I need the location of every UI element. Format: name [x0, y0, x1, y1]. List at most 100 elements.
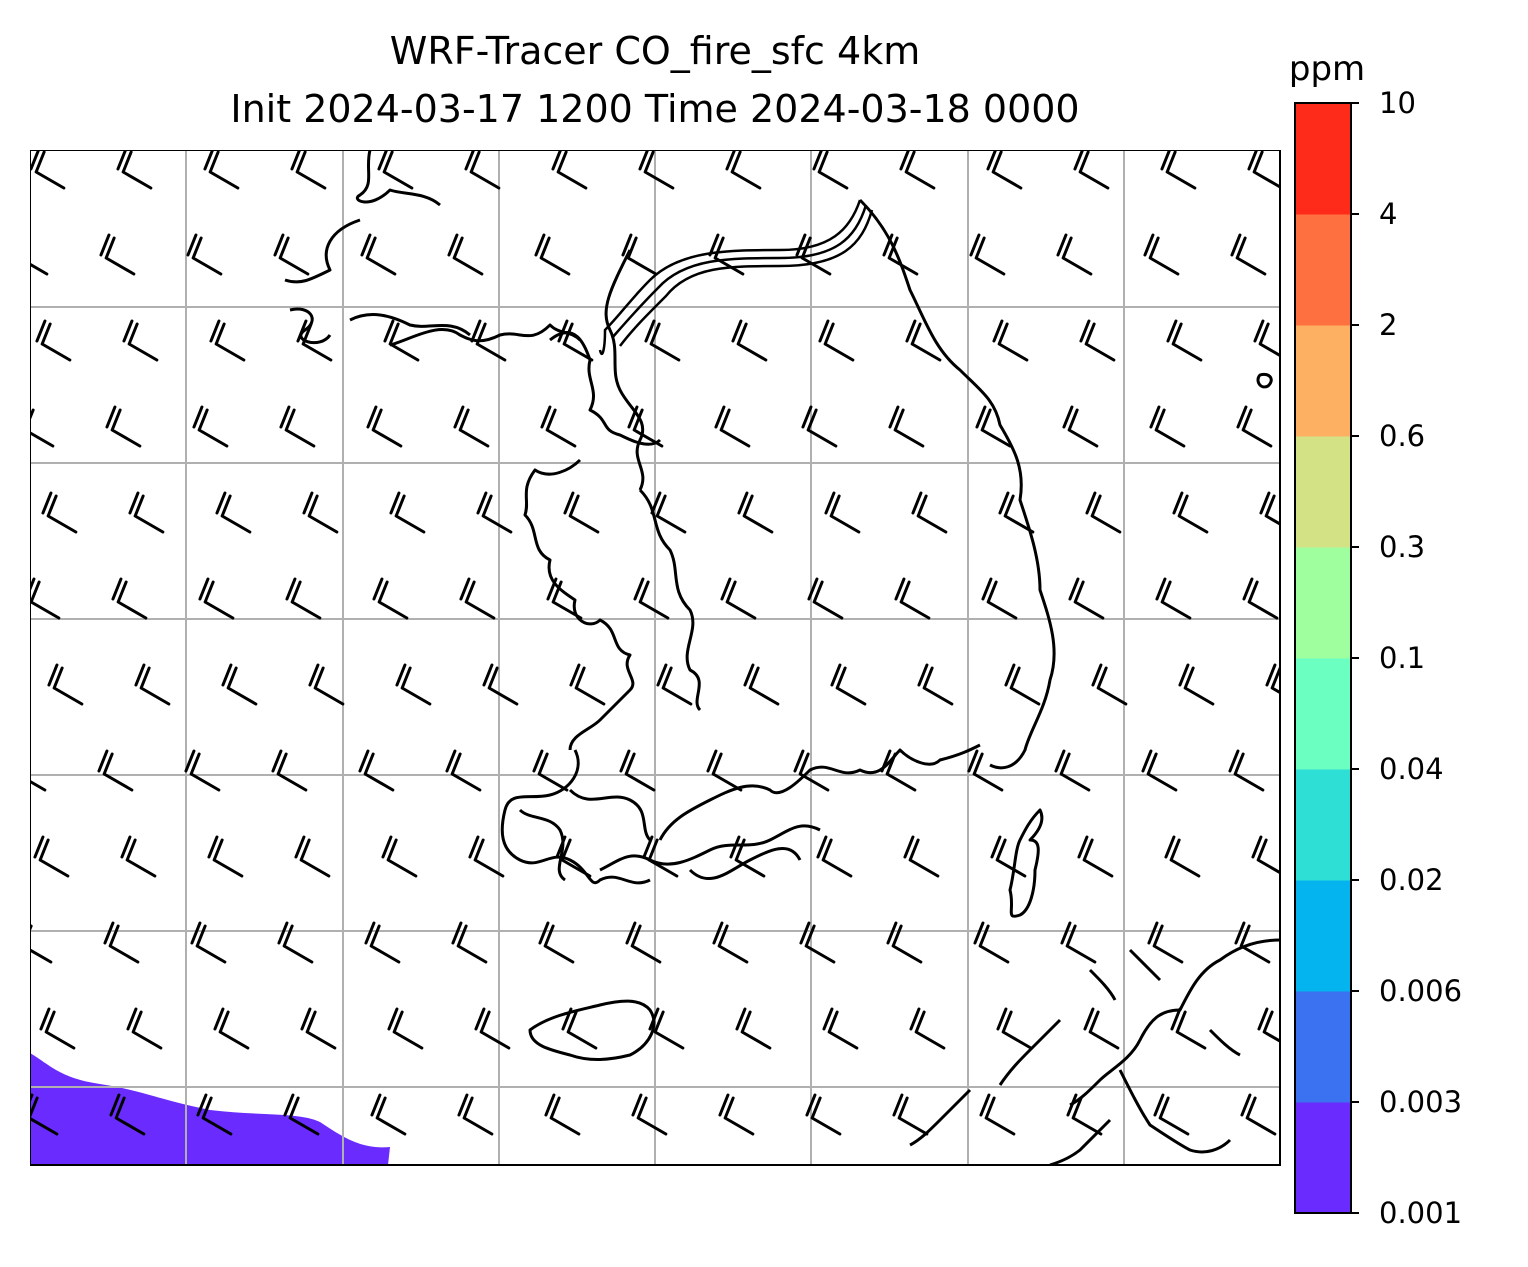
wind-barb	[198, 577, 235, 620]
wind-barb	[296, 319, 333, 362]
wind-barb	[712, 921, 749, 964]
wind-barb	[880, 749, 917, 792]
wind-barb	[633, 577, 670, 620]
wind-barb	[551, 150, 588, 190]
colorbar-tick-label: 4	[1379, 197, 1397, 231]
wind-barb	[1228, 749, 1265, 792]
wind-barb	[366, 405, 403, 448]
wind-barb	[459, 577, 496, 620]
map-title-line-1: WRF-Tracer CO_fire_sfc 4km	[389, 29, 921, 73]
wind-barb	[370, 1093, 407, 1136]
wind-barb	[30, 924, 53, 964]
wind-barb	[358, 749, 395, 792]
colorbar-bin	[1295, 547, 1351, 659]
wind-barb	[207, 835, 244, 878]
wind-barb	[103, 921, 140, 964]
wind-barb	[35, 319, 72, 362]
wind-barb	[389, 491, 426, 534]
wind-barb	[1236, 405, 1273, 448]
wind-barb	[650, 491, 687, 534]
wind-barb	[1062, 405, 1099, 448]
wind-barb	[892, 1093, 929, 1136]
map-panel	[30, 150, 1281, 1166]
wind-barb	[546, 577, 583, 620]
wind-barb	[30, 779, 47, 792]
coastlines	[284, 150, 1280, 1165]
colorbar-bin	[1295, 991, 1351, 1103]
wind-barb	[1265, 663, 1280, 695]
colorbar-bin	[1295, 103, 1351, 215]
wind-barb	[561, 1007, 598, 1050]
wind-barb	[221, 663, 258, 706]
colorbar-tick-label: 0.02	[1379, 863, 1444, 897]
wind-barb	[39, 1007, 76, 1050]
wind-barb	[735, 1007, 772, 1050]
wind-barb	[544, 1093, 581, 1136]
colorbar-bins	[1295, 103, 1351, 1214]
wind-barb	[557, 319, 594, 362]
wind-barb	[30, 408, 55, 448]
wind-barb	[1160, 150, 1197, 190]
wind-barb	[990, 835, 1027, 878]
wind-barb	[213, 1007, 250, 1050]
wind-barb	[1073, 150, 1110, 190]
wind-barb	[122, 319, 159, 362]
wind-barb	[128, 491, 165, 534]
colorbar-bin	[1295, 436, 1351, 548]
wind-barb	[383, 319, 420, 362]
wind-barb	[1060, 921, 1097, 964]
wind-barb	[979, 1093, 1016, 1136]
wind-barb	[209, 319, 246, 362]
wind-barb	[457, 1093, 494, 1136]
wind-barb	[190, 921, 227, 964]
wind-barb	[41, 491, 78, 534]
wind-barb	[555, 835, 592, 878]
wind-barb	[271, 749, 308, 792]
wind-barb	[905, 319, 942, 362]
wind-barb	[451, 921, 488, 964]
colorbar-tick-label: 10	[1379, 86, 1416, 120]
wind-barb	[563, 491, 600, 534]
colorbar-tick-label: 0.1	[1379, 641, 1425, 675]
wind-barb	[372, 577, 409, 620]
wind-barb	[975, 405, 1012, 448]
wind-barb	[111, 577, 148, 620]
wind-barb	[534, 233, 571, 276]
wind-barb	[1141, 749, 1178, 792]
wind-barb	[468, 835, 505, 878]
wind-barb	[986, 150, 1023, 190]
wind-barb	[621, 233, 658, 276]
wind-barb	[969, 233, 1006, 276]
wind-barb	[300, 1007, 337, 1050]
wind-barb	[33, 835, 70, 878]
colorbar-tick-label: 0.001	[1379, 1196, 1462, 1230]
wind-barb	[364, 921, 401, 964]
wind-barbs	[30, 150, 1280, 1136]
wind-barb	[192, 405, 229, 448]
wind-barb	[822, 1007, 859, 1050]
wind-barb	[793, 749, 830, 792]
wind-barb	[447, 233, 484, 276]
wind-barb	[882, 233, 919, 276]
wind-barb	[30, 150, 66, 190]
wind-barb	[795, 233, 832, 276]
wind-barb	[360, 233, 397, 276]
wind-barb	[273, 233, 310, 276]
wind-barb	[1054, 749, 1091, 792]
wind-barb	[1153, 1093, 1190, 1136]
wind-barb	[812, 150, 849, 190]
wind-barb	[720, 577, 757, 620]
wind-barb	[569, 663, 606, 706]
wind-barb	[474, 1007, 511, 1050]
wind-barb	[1143, 233, 1180, 276]
wind-barb	[998, 491, 1035, 534]
wind-barb	[453, 405, 490, 448]
wind-barb	[134, 663, 171, 706]
wind-barb	[706, 749, 743, 792]
wind-barb	[619, 749, 656, 792]
wind-barb	[482, 663, 519, 706]
wind-barb	[886, 921, 923, 964]
wind-barb	[540, 405, 577, 448]
wind-barb	[120, 835, 157, 878]
wind-barb	[1234, 921, 1271, 964]
